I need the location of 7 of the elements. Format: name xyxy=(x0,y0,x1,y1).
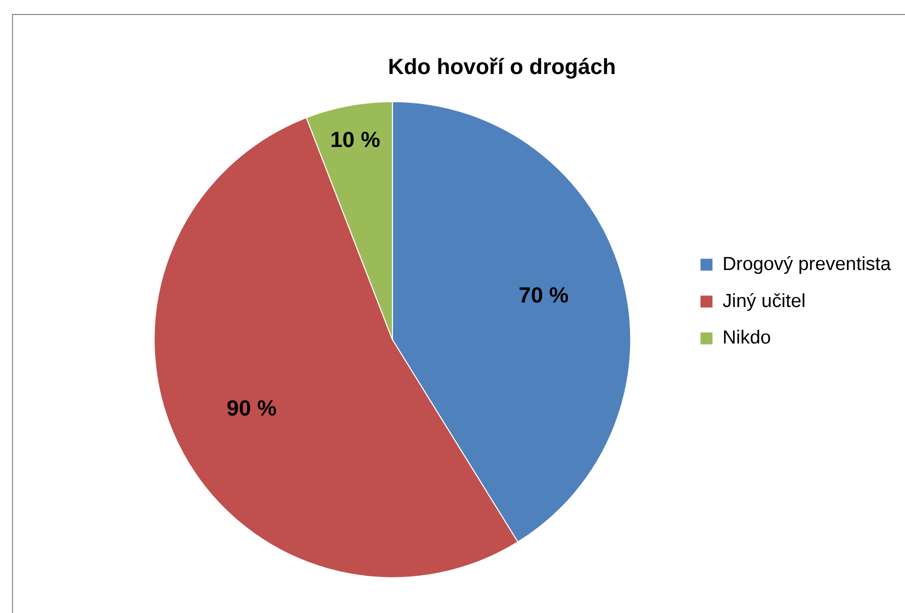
chart-title: Kdo hovoří o drogách xyxy=(388,54,616,80)
legend-label: Jiný učitel xyxy=(722,290,806,312)
data-label: 90 % xyxy=(226,396,277,421)
legend-label: Drogový preventista xyxy=(722,254,892,275)
legend-label: Nikdo xyxy=(722,328,771,349)
data-label: 70 % xyxy=(518,282,569,308)
data-label: 10 % xyxy=(330,126,380,152)
